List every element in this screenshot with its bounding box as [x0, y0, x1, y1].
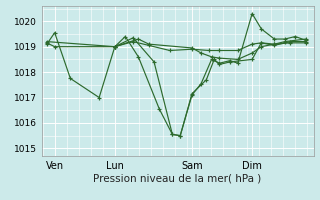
X-axis label: Pression niveau de la mer( hPa ): Pression niveau de la mer( hPa ) — [93, 174, 262, 184]
